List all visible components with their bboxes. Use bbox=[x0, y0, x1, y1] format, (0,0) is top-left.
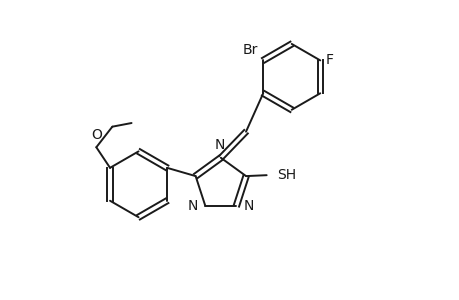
Text: Br: Br bbox=[242, 43, 257, 57]
Text: SH: SH bbox=[276, 168, 295, 182]
Text: N: N bbox=[243, 199, 253, 213]
Text: O: O bbox=[91, 128, 101, 142]
Text: N: N bbox=[187, 199, 197, 213]
Text: F: F bbox=[325, 53, 333, 68]
Text: N: N bbox=[214, 138, 224, 152]
